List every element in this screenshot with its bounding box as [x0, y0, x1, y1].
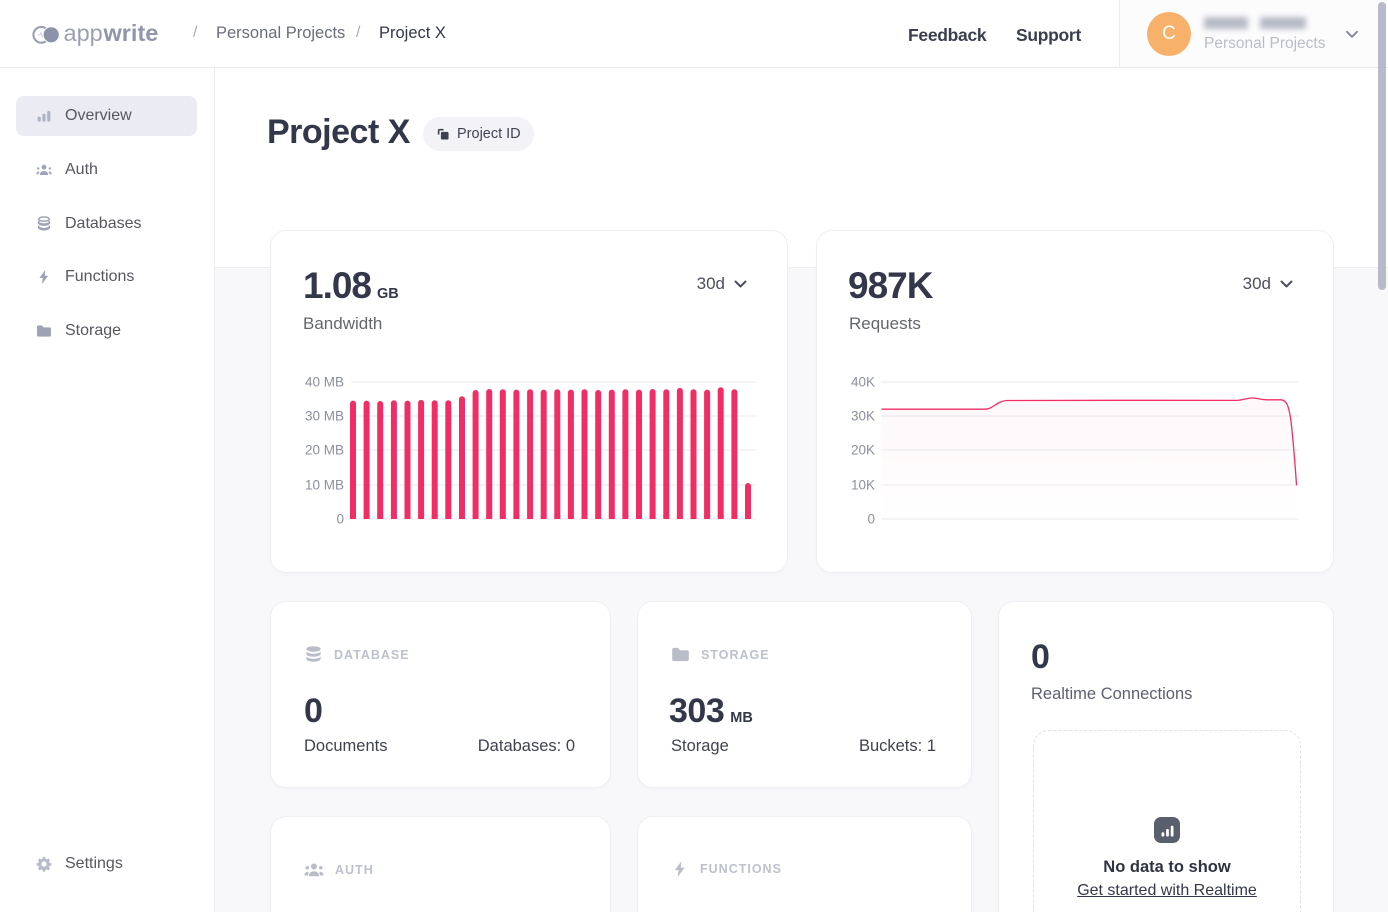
svg-text:40 MB: 40 MB [305, 375, 344, 390]
svg-text:30 MB: 30 MB [305, 409, 344, 424]
svg-text:0: 0 [867, 512, 875, 527]
svg-text:20 MB: 20 MB [305, 443, 344, 458]
svg-text:20K: 20K [851, 443, 875, 458]
svg-text:10 MB: 10 MB [305, 478, 344, 493]
svg-text:40K: 40K [851, 375, 875, 390]
svg-text:10K: 10K [851, 478, 875, 493]
svg-text:30K: 30K [851, 409, 875, 424]
svg-text:write: write [103, 20, 159, 46]
svg-text:app: app [64, 20, 103, 46]
svg-text:0: 0 [336, 512, 344, 527]
